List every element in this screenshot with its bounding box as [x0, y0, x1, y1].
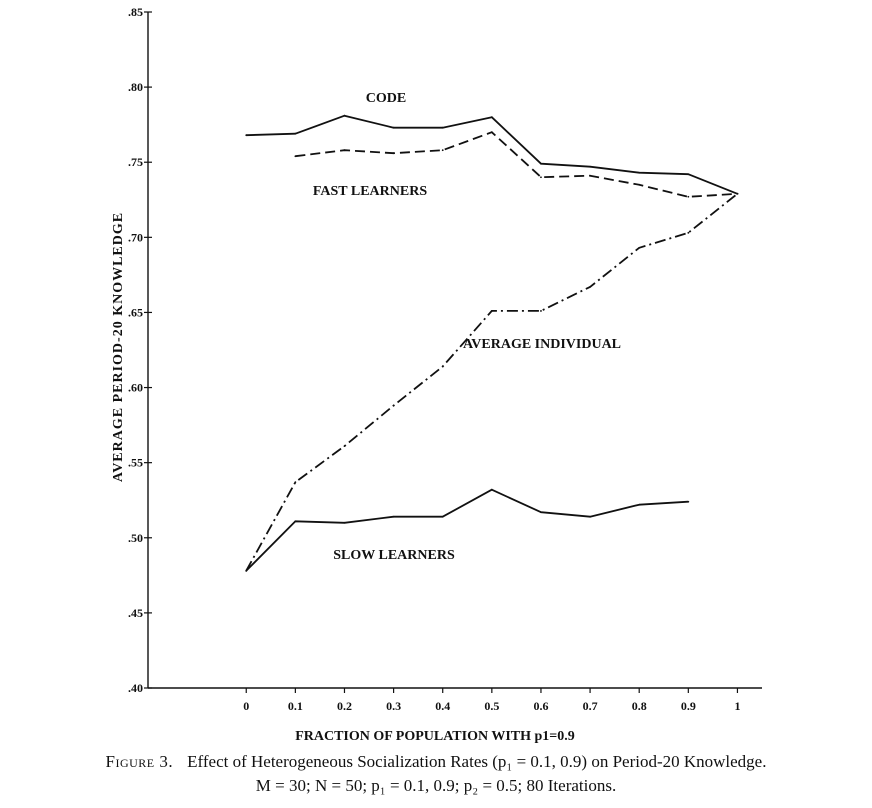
- data-point-slow-learners: [245, 569, 248, 572]
- chart-labels: FRACTION OF POPULATION WITH p1=0.9 AVERAG…: [111, 91, 621, 744]
- data-point-fast-learners: [490, 131, 493, 134]
- x-tick-label: 0.8: [632, 699, 647, 713]
- series-line-slow-learners: [245, 488, 689, 572]
- data-point-code: [294, 132, 297, 135]
- data-point-average-individual: [343, 445, 346, 448]
- data-point-average-individual: [392, 404, 395, 407]
- data-point-fast-learners: [687, 195, 690, 198]
- series-label-fast-learners: FAST LEARNERS: [313, 184, 427, 199]
- series-label-average-individual: AVERAGE INDIVIDUAL: [463, 337, 621, 352]
- data-point-fast-learners: [294, 155, 297, 158]
- data-point-average-individual: [540, 310, 542, 312]
- data-point-slow-learners: [343, 521, 346, 524]
- figure-number: Figure 3.: [105, 752, 174, 771]
- data-point-slow-learners: [294, 520, 297, 523]
- data-point-average-individual: [294, 481, 297, 484]
- y-tick-label: .80: [128, 80, 143, 94]
- data-point-slow-learners: [589, 515, 591, 518]
- series-line-average-individual: [245, 193, 738, 572]
- data-point-slow-learners: [441, 515, 444, 518]
- data-point-slow-learners: [687, 500, 690, 503]
- y-tick-label: .45: [128, 606, 143, 620]
- series-label-slow-learners: SLOW LEARNERS: [333, 548, 455, 563]
- data-point-code: [638, 171, 641, 174]
- figure-caption-line-2: M = 30; N = 50; p₁ = 0.1, 0.9; p₂ = 0.5;…: [255, 776, 617, 795]
- data-point-fast-learners: [540, 176, 542, 179]
- data-point-code: [540, 162, 542, 165]
- data-point-slow-learners: [490, 488, 493, 491]
- figure-caption-line-1: Figure 3. Effect of Heterogeneous Sociali…: [0, 752, 872, 772]
- data-point-code: [589, 165, 591, 168]
- y-axis-title: AVERAGE PERIOD-20 KNOWLEDGE: [111, 212, 126, 482]
- data-point-average-individual: [490, 310, 493, 312]
- x-tick-label: 0.3: [386, 699, 401, 713]
- data-point-code: [343, 114, 346, 117]
- series-line-fast-learners: [295, 131, 738, 198]
- y-tick-label: .70: [128, 230, 143, 244]
- data-point-average-individual: [441, 365, 444, 368]
- data-point-average-individual: [638, 246, 641, 249]
- x-tick-label: 0: [243, 699, 249, 713]
- y-tick-label: .65: [128, 305, 143, 319]
- x-tick-label: 0.5: [484, 699, 499, 713]
- data-point-fast-learners: [441, 149, 444, 152]
- data-point-fast-learners: [392, 152, 395, 155]
- x-tick-label: 0.6: [533, 699, 548, 713]
- series-line-code: [246, 114, 738, 195]
- data-point-code: [687, 173, 690, 176]
- x-tick-label: 0.9: [681, 699, 696, 713]
- data-point-code: [392, 126, 395, 129]
- data-point-code: [490, 116, 493, 119]
- data-point-average-individual: [687, 231, 690, 234]
- chart-series: [245, 114, 739, 572]
- y-tick-label: .55: [128, 456, 143, 470]
- y-tick-label: .75: [128, 155, 143, 169]
- x-tick-label: 0.7: [583, 699, 598, 713]
- data-point-code: [245, 134, 248, 137]
- data-point-fast-learners: [589, 174, 591, 177]
- series-label-code: CODE: [366, 91, 406, 106]
- chart-ticks: .40 .45 .50 .55 .60 .65 .70 .75 .80 .85 0 0.1 0.2 0.3…: [128, 5, 740, 713]
- x-tick-label: 0.4: [435, 699, 450, 713]
- x-tick-label: 1: [734, 699, 740, 713]
- x-axis-title: FRACTION OF POPULATION WITH p1=0.9: [295, 729, 575, 744]
- data-point-average-individual: [736, 192, 739, 195]
- y-tick-label: .60: [128, 381, 143, 395]
- y-tick-label: .40: [128, 681, 143, 695]
- chart-axes: [147, 12, 762, 689]
- data-point-average-individual: [589, 286, 591, 288]
- x-tick-label: 0.2: [337, 699, 352, 713]
- data-point-slow-learners: [540, 511, 542, 514]
- y-tick-label: .50: [128, 531, 143, 545]
- data-point-slow-learners: [638, 503, 641, 506]
- figure-caption-text: Effect of Heterogeneous Socialization Ra…: [187, 752, 767, 771]
- x-tick-label: 0.1: [288, 699, 303, 713]
- data-point-fast-learners: [638, 183, 641, 186]
- y-tick-label: .85: [128, 5, 143, 19]
- data-point-fast-learners: [343, 149, 346, 152]
- data-point-code: [441, 126, 444, 129]
- data-point-slow-learners: [392, 515, 395, 518]
